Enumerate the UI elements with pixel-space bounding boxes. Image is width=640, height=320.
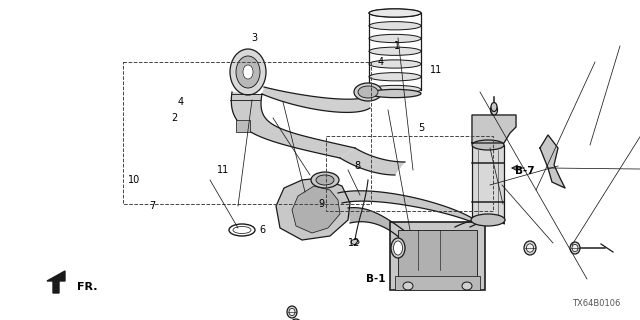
Ellipse shape [369,34,421,43]
Ellipse shape [236,56,260,88]
Ellipse shape [369,89,421,98]
Text: 11: 11 [430,65,443,76]
Ellipse shape [230,49,266,95]
Bar [390,222,485,290]
Polygon shape [231,92,355,158]
Text: 6: 6 [259,225,266,236]
Ellipse shape [369,22,421,30]
Ellipse shape [243,65,253,79]
Bar [398,230,477,278]
Text: 12: 12 [348,238,360,248]
Ellipse shape [351,239,359,244]
Ellipse shape [290,319,302,320]
Polygon shape [292,186,340,233]
Polygon shape [472,115,516,143]
Polygon shape [47,271,65,293]
Ellipse shape [462,282,472,290]
Ellipse shape [490,105,497,115]
Ellipse shape [394,241,403,255]
Bar [395,276,480,290]
Polygon shape [540,135,565,188]
Ellipse shape [369,47,421,55]
Text: 4: 4 [378,57,384,68]
Text: 5: 5 [418,123,424,133]
Ellipse shape [369,73,421,81]
Ellipse shape [369,60,421,68]
Text: FR.: FR. [77,282,97,292]
Ellipse shape [369,9,421,17]
Text: 2: 2 [172,113,178,124]
Ellipse shape [311,172,339,188]
Polygon shape [276,178,350,240]
Ellipse shape [526,244,534,252]
Polygon shape [348,208,410,248]
Ellipse shape [289,308,295,316]
Bar [123,62,371,204]
Ellipse shape [391,238,405,258]
Ellipse shape [472,140,504,150]
Polygon shape [455,220,504,227]
Ellipse shape [491,102,497,111]
Bar [326,136,493,211]
Ellipse shape [316,175,334,185]
Ellipse shape [369,9,421,17]
Text: 4: 4 [178,97,184,107]
Ellipse shape [572,244,578,252]
Text: 3: 3 [252,33,258,43]
Text: 1: 1 [394,41,400,52]
Ellipse shape [403,282,413,290]
Bar [236,120,250,132]
Ellipse shape [233,227,251,234]
Bar [472,145,504,220]
Text: TX64B0106: TX64B0106 [572,299,620,308]
Ellipse shape [570,242,580,254]
Polygon shape [340,148,405,175]
Text: 7: 7 [149,201,156,212]
Text: 9: 9 [319,199,325,209]
Text: 11: 11 [216,164,229,175]
Text: B-1: B-1 [366,274,385,284]
Text: 8: 8 [354,161,360,171]
Text: 10: 10 [128,175,141,185]
Ellipse shape [354,83,382,101]
Ellipse shape [358,86,378,98]
Polygon shape [262,87,370,112]
Ellipse shape [369,85,421,94]
Ellipse shape [287,306,297,318]
Polygon shape [338,191,472,222]
Text: B-7: B-7 [515,166,534,176]
Ellipse shape [524,241,536,255]
Ellipse shape [471,214,505,226]
